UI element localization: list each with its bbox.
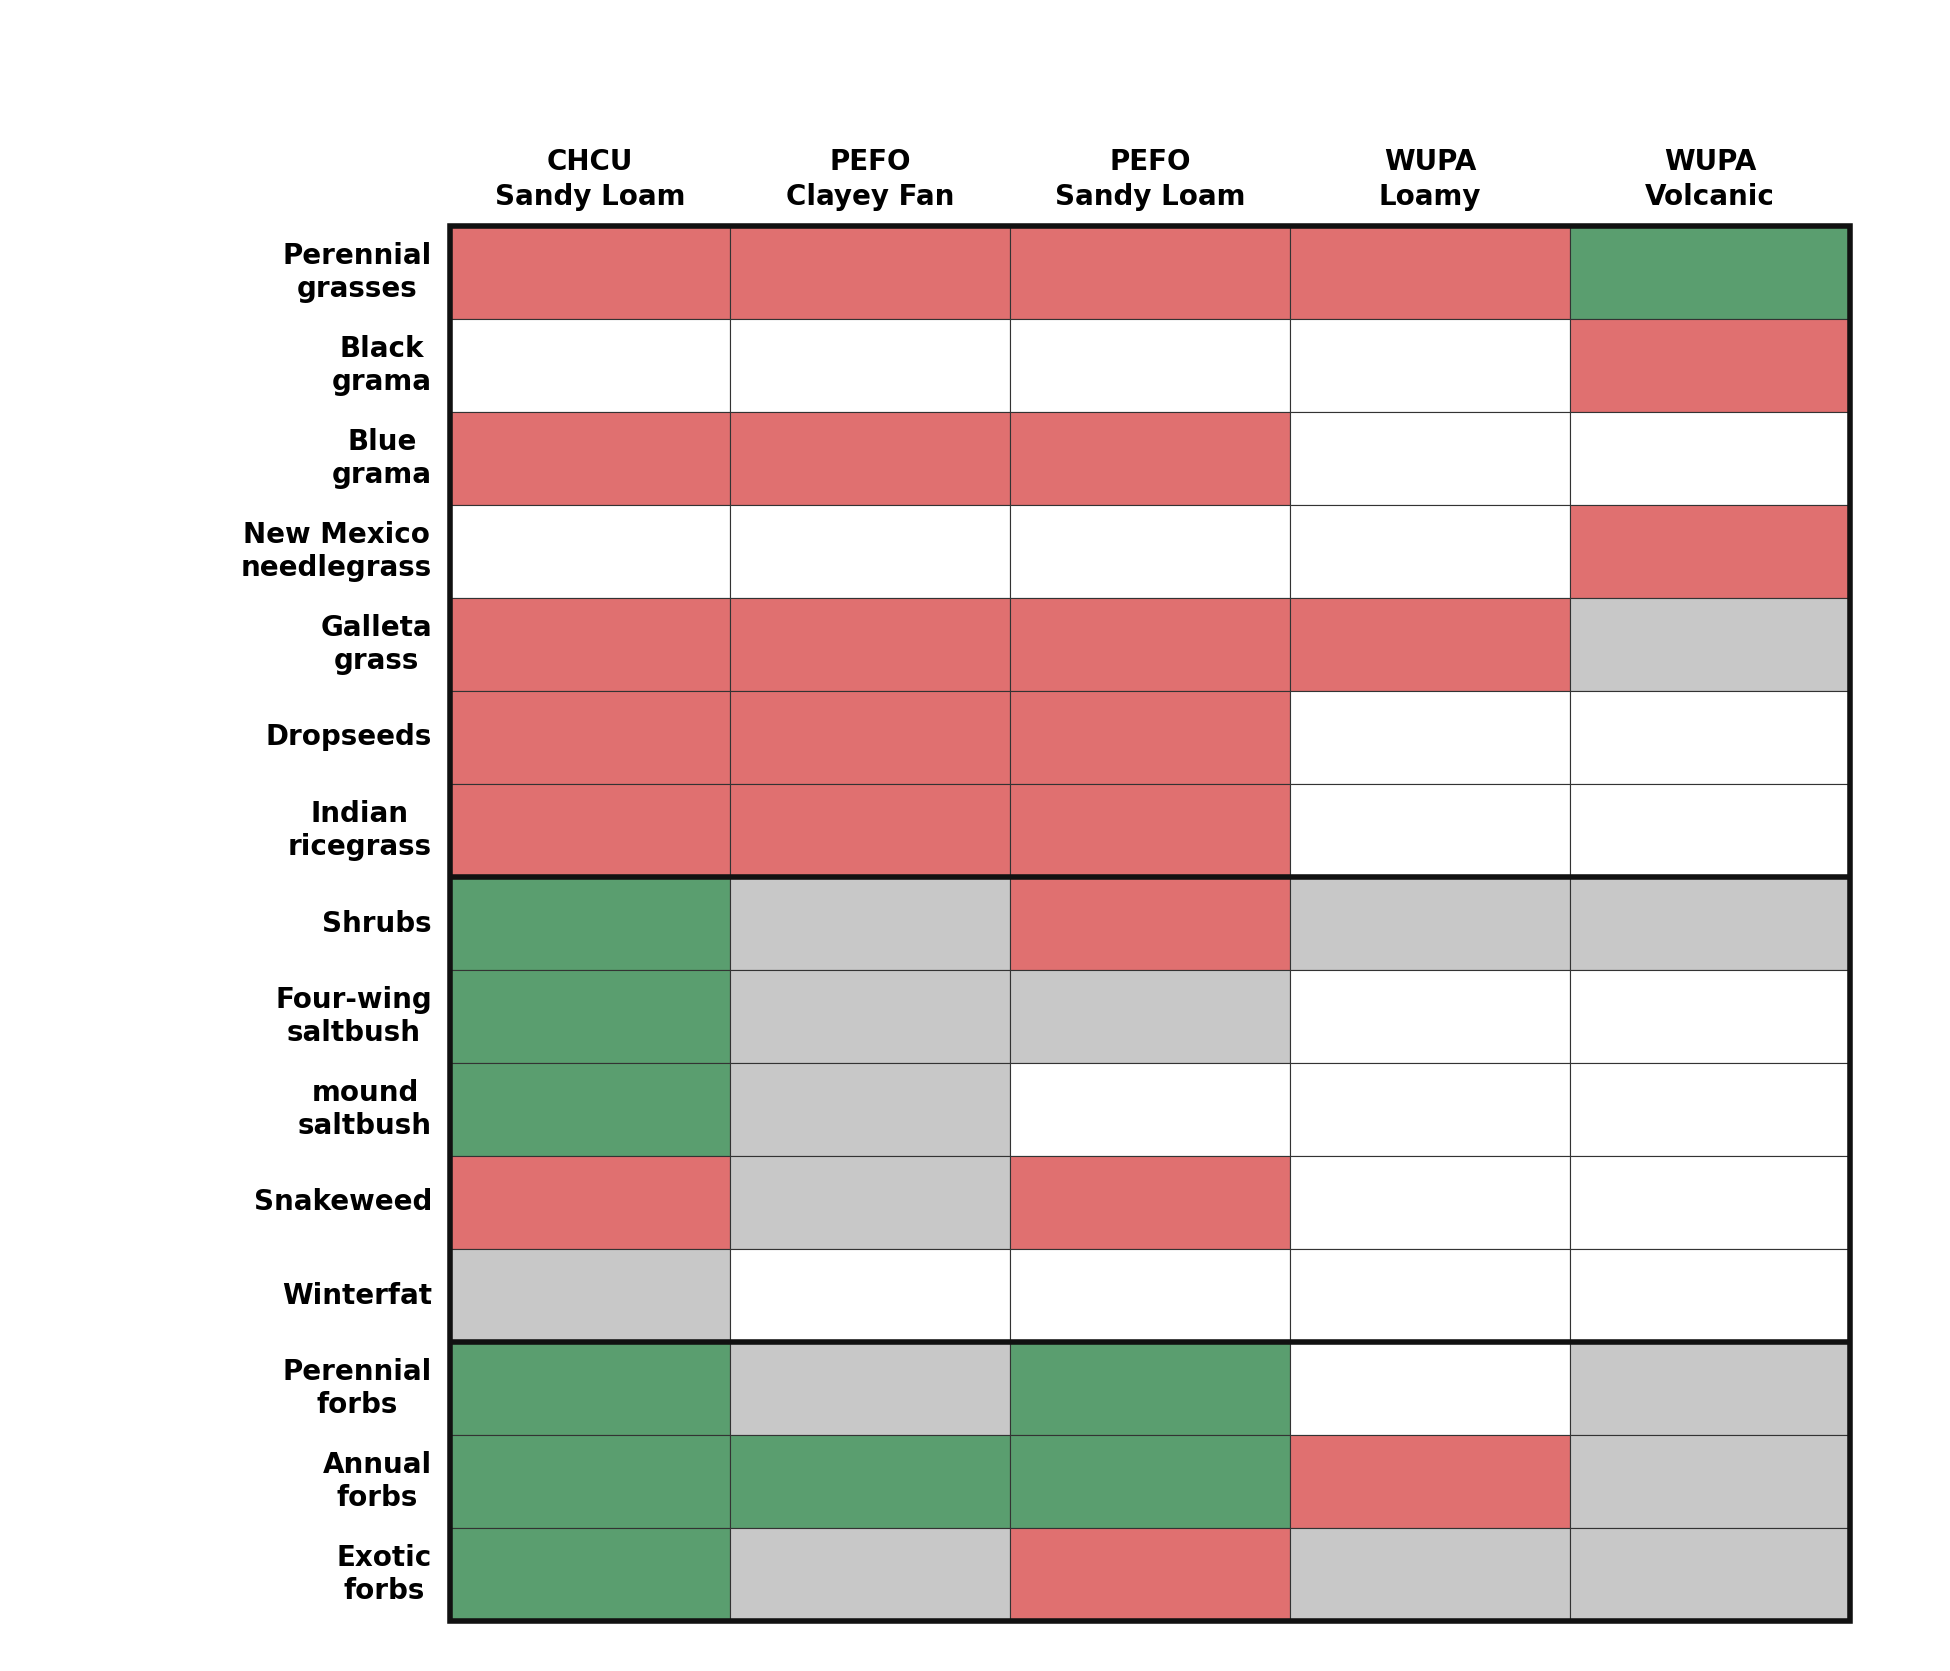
Bar <box>1291 1342 1570 1435</box>
Bar <box>729 226 1010 319</box>
Bar <box>1291 319 1570 413</box>
Bar <box>1010 1435 1291 1527</box>
Text: Galleta
grass: Galleta grass <box>320 615 433 675</box>
Bar <box>729 598 1010 692</box>
Bar <box>1010 505 1291 598</box>
Bar <box>1570 1156 1851 1248</box>
Bar <box>450 413 729 505</box>
Bar <box>450 1435 729 1527</box>
Bar <box>450 877 729 969</box>
Text: New Mexico
needlegrass: New Mexico needlegrass <box>240 521 433 582</box>
Text: CHCU
Sandy Loam: CHCU Sandy Loam <box>495 149 684 211</box>
Text: Perennial
grasses: Perennial grasses <box>283 242 433 302</box>
Bar <box>1010 1156 1291 1248</box>
Bar <box>1291 692 1570 784</box>
Bar <box>729 1527 1010 1621</box>
Text: Annual
forbs: Annual forbs <box>324 1452 433 1512</box>
Bar <box>729 1435 1010 1527</box>
Bar <box>1010 598 1291 692</box>
Bar <box>729 413 1010 505</box>
Bar <box>1010 319 1291 413</box>
Bar <box>450 505 729 598</box>
Bar <box>729 969 1010 1063</box>
Bar <box>1010 1248 1291 1342</box>
Bar <box>450 1156 729 1248</box>
Bar <box>1570 505 1851 598</box>
Bar <box>450 1063 729 1156</box>
Bar <box>450 319 729 413</box>
Bar <box>1291 1156 1570 1248</box>
Text: WUPA
Loamy: WUPA Loamy <box>1379 149 1482 211</box>
Text: mound
saltbush: mound saltbush <box>298 1079 433 1140</box>
Text: PEFO
Sandy Loam: PEFO Sandy Loam <box>1055 149 1246 211</box>
Bar <box>450 969 729 1063</box>
Bar <box>1291 1063 1570 1156</box>
Bar <box>1291 1527 1570 1621</box>
Bar <box>1570 1342 1851 1435</box>
Text: Black
grama: Black grama <box>332 336 433 396</box>
Bar <box>729 319 1010 413</box>
Text: PEFO
Clayey Fan: PEFO Clayey Fan <box>786 149 954 211</box>
Bar <box>450 226 1851 1621</box>
Bar <box>1010 413 1291 505</box>
Bar <box>1010 784 1291 877</box>
Bar <box>1010 877 1291 969</box>
Bar <box>450 1248 729 1342</box>
Bar <box>450 598 729 692</box>
Bar <box>1291 505 1570 598</box>
Bar <box>1291 226 1570 319</box>
Bar <box>1291 1248 1570 1342</box>
Bar <box>1010 969 1291 1063</box>
Text: Perennial
forbs: Perennial forbs <box>283 1359 433 1419</box>
Bar <box>1570 692 1851 784</box>
Bar <box>1570 319 1851 413</box>
Text: Blue
grama: Blue grama <box>332 428 433 488</box>
Bar <box>450 1527 729 1621</box>
Bar <box>1570 1063 1851 1156</box>
Text: Dropseeds: Dropseeds <box>265 724 433 752</box>
Bar <box>1570 969 1851 1063</box>
Text: Indian
ricegrass: Indian ricegrass <box>289 800 433 861</box>
Bar <box>1291 877 1570 969</box>
Bar <box>1291 413 1570 505</box>
Text: WUPA
Volcanic: WUPA Volcanic <box>1646 149 1774 211</box>
Bar <box>729 505 1010 598</box>
Bar <box>1570 1435 1851 1527</box>
Bar <box>1010 226 1291 319</box>
Text: Four-wing
saltbush: Four-wing saltbush <box>275 986 433 1046</box>
Bar <box>1010 1527 1291 1621</box>
Bar <box>729 1063 1010 1156</box>
Bar <box>1010 1063 1291 1156</box>
Bar <box>1570 226 1851 319</box>
Bar <box>729 1156 1010 1248</box>
Bar <box>729 1342 1010 1435</box>
Bar <box>1291 969 1570 1063</box>
Bar <box>1291 784 1570 877</box>
Bar <box>729 784 1010 877</box>
Bar <box>450 692 729 784</box>
Bar <box>450 1342 729 1435</box>
Bar <box>1010 692 1291 784</box>
Text: Winterfat: Winterfat <box>283 1282 433 1310</box>
Bar <box>1570 1527 1851 1621</box>
Bar <box>1291 1435 1570 1527</box>
Bar <box>1570 413 1851 505</box>
Text: Snakeweed: Snakeweed <box>254 1188 433 1216</box>
Bar <box>450 784 729 877</box>
Bar <box>1570 598 1851 692</box>
Text: Exotic
forbs: Exotic forbs <box>337 1544 433 1604</box>
Bar <box>1570 877 1851 969</box>
Bar <box>1570 1248 1851 1342</box>
Bar <box>729 877 1010 969</box>
Text: Shrubs: Shrubs <box>322 909 433 937</box>
Bar <box>450 226 729 319</box>
Bar <box>1291 598 1570 692</box>
Bar <box>1010 1342 1291 1435</box>
Bar <box>1570 784 1851 877</box>
Bar <box>729 1248 1010 1342</box>
Bar <box>729 692 1010 784</box>
